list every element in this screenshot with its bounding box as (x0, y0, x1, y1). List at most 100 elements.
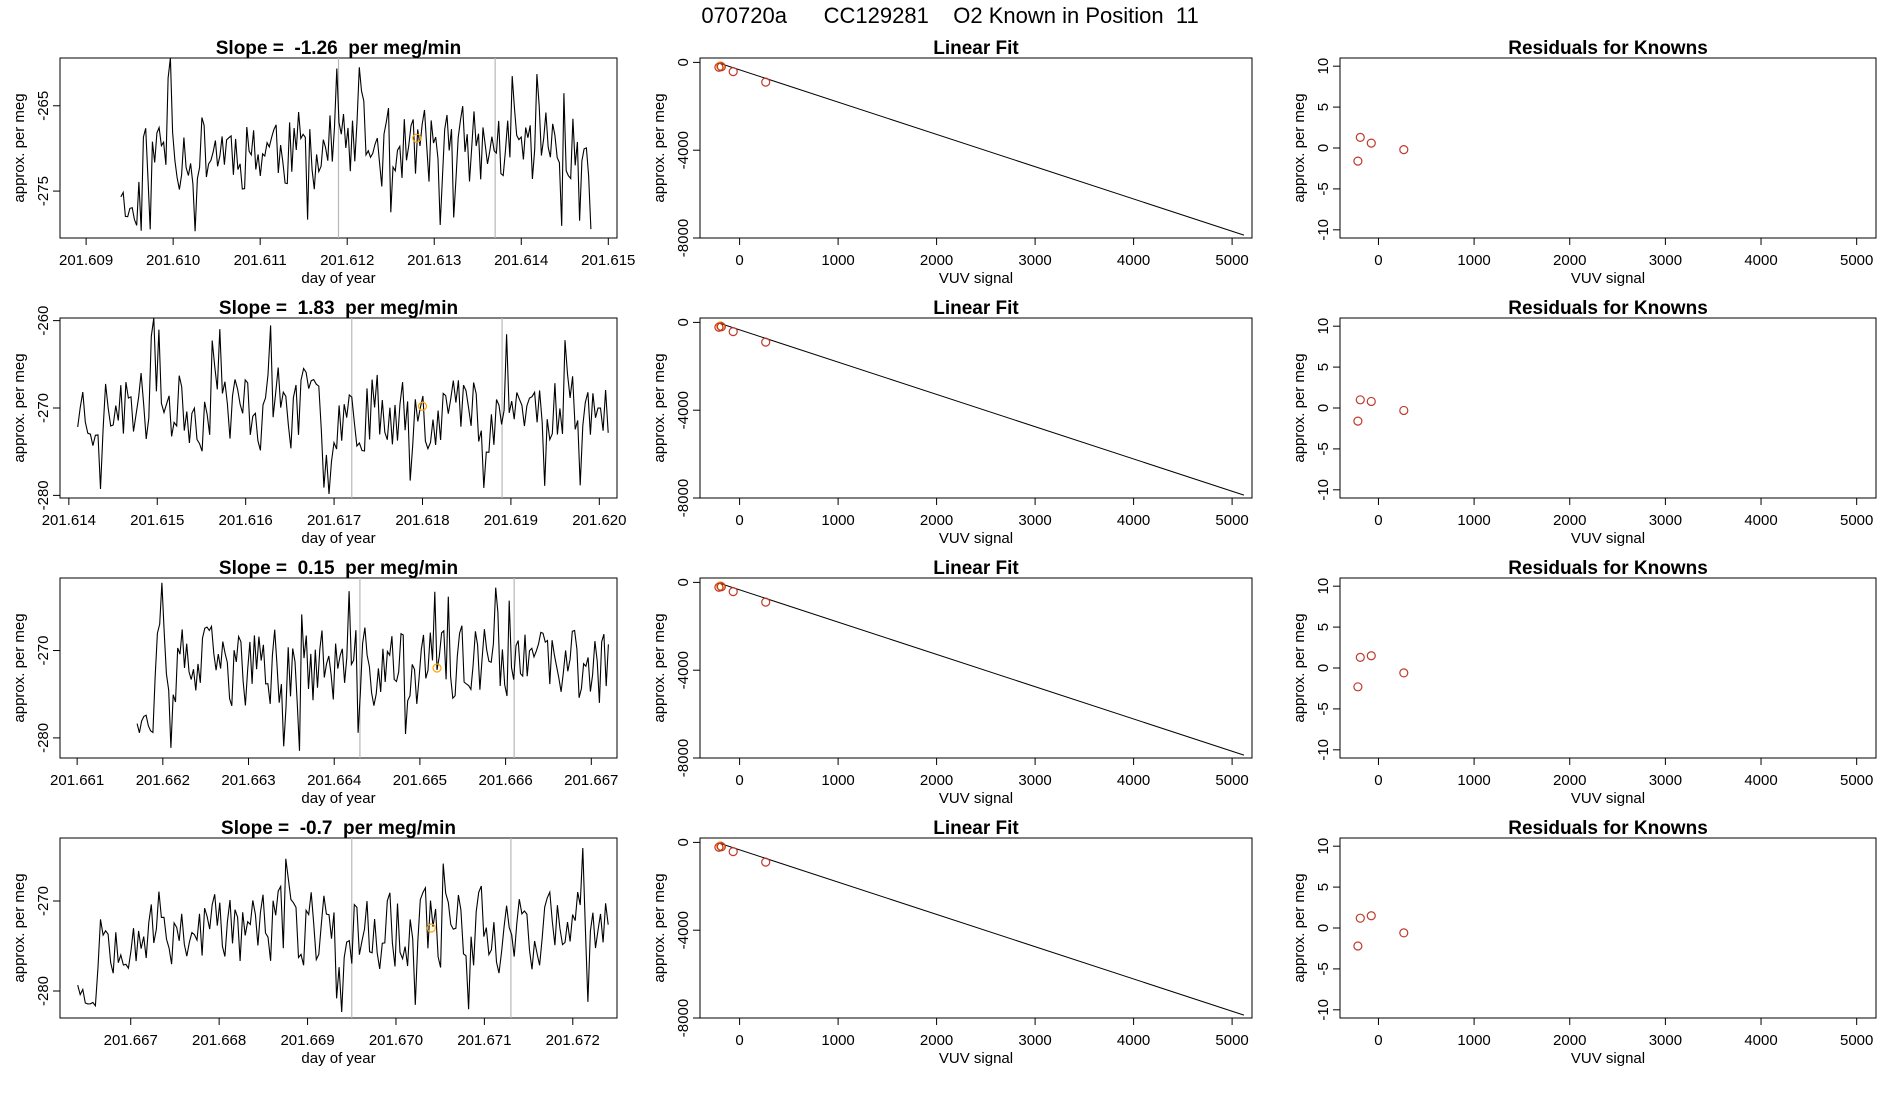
y-tick-label: -5 (1315, 962, 1332, 975)
x-tick-label: 201.615 (581, 252, 635, 269)
y-tick-label: -280 (35, 723, 52, 753)
x-tick-label: 201.665 (393, 772, 447, 789)
x-tick-label: 4000 (1744, 252, 1777, 269)
y-tick-label: -10 (1315, 739, 1332, 761)
chart-panel-linear-fit-4: Linear Fit 0 1000 2000 3000 4000 5000 0 -4000 -80… (651, 818, 1253, 1067)
x-axis-label: VUV signal (1571, 790, 1645, 807)
data-point (728, 847, 738, 857)
x-tick-label: 3000 (1018, 772, 1051, 789)
fit-line (719, 842, 1245, 1016)
x-tick-label: 2000 (920, 1032, 953, 1049)
data-point (728, 587, 738, 597)
x-tick-label: 201.666 (478, 772, 532, 789)
y-axis-label: approx. per meg (651, 93, 668, 202)
x-tick-label: 0 (1374, 1032, 1382, 1049)
y-tick-label: 0 (675, 318, 692, 326)
y-tick-label: -4000 (675, 131, 692, 169)
x-tick-label: 4000 (1117, 1032, 1150, 1049)
x-tick-label: 2000 (1553, 512, 1586, 529)
data-point (761, 337, 771, 347)
x-tick-label: 5000 (1840, 252, 1873, 269)
y-tick-label: 5 (1315, 883, 1332, 891)
residual-point (1399, 405, 1409, 416)
y-tick-label: 0 (1315, 924, 1332, 932)
panel-title: Linear Fit (933, 818, 1019, 839)
x-axis-label: VUV signal (1571, 270, 1645, 287)
series-line (77, 317, 609, 495)
x-tick-label: 5000 (1840, 1032, 1873, 1049)
y-tick-label: -260 (35, 306, 52, 336)
x-tick-label: 201.610 (146, 252, 200, 269)
highlight-point (417, 401, 428, 411)
residual-point (1355, 913, 1365, 923)
plot-frame (1339, 837, 1877, 1019)
y-axis-label: approx. per meg (651, 353, 668, 462)
y-tick-label: 10 (1315, 838, 1332, 855)
y-tick-label: -4000 (675, 911, 692, 949)
y-tick-label: -5 (1315, 702, 1332, 715)
y-tick-label: 0 (675, 58, 692, 66)
x-tick-label: 1000 (821, 252, 854, 269)
x-tick-label: 4000 (1744, 512, 1777, 529)
residual-point (1355, 652, 1365, 662)
x-tick-label: 4000 (1744, 1032, 1777, 1049)
y-tick-label: -4000 (675, 391, 692, 429)
y-tick-label: -275 (35, 176, 52, 206)
x-tick-label: 3000 (1649, 772, 1682, 789)
x-tick-label: 201.664 (307, 772, 361, 789)
x-tick-label: 201.613 (407, 252, 461, 269)
data-point (761, 77, 771, 87)
x-tick-label: 4000 (1117, 252, 1150, 269)
residual-point (1353, 682, 1363, 692)
x-tick-label: 5000 (1840, 512, 1873, 529)
x-axis-label: VUV signal (939, 270, 1013, 287)
x-tick-label: 201.614 (42, 512, 96, 529)
y-axis-label: approx. per meg (11, 873, 28, 982)
x-tick-label: 201.661 (50, 772, 104, 789)
y-tick-label: 10 (1315, 58, 1332, 75)
y-tick-label: -8000 (675, 999, 692, 1037)
x-tick-label: 201.612 (320, 252, 374, 269)
page-title: 070720a CC129281 O2 Known in Position 11 (701, 3, 1199, 28)
plot-frame (1339, 317, 1877, 499)
fit-line (719, 582, 1245, 756)
chart-panel-time-series-4: Slope = -0.7 per meg/min 201.667 201.668 20… (11, 818, 618, 1067)
residual-point (1353, 941, 1363, 951)
panel-title: Residuals for Knowns (1508, 298, 1708, 319)
residual-point (1366, 911, 1376, 921)
x-tick-label: 2000 (920, 772, 953, 789)
x-tick-label: 201.619 (484, 512, 538, 529)
panel-title: Linear Fit (933, 298, 1019, 319)
data-point (716, 322, 726, 332)
y-tick-label: 10 (1315, 578, 1332, 595)
residual-point (1355, 395, 1365, 405)
x-tick-label: 1000 (821, 772, 854, 789)
x-tick-label: 1000 (1457, 772, 1490, 789)
x-tick-label: 201.611 (234, 252, 287, 269)
chart-panel-linear-fit-2: Linear Fit 0 1000 2000 3000 4000 5000 0 -4000 -80… (651, 298, 1253, 547)
x-tick-label: 201.662 (136, 772, 190, 789)
x-axis-label: day of year (301, 790, 375, 807)
x-axis-label: VUV signal (1571, 530, 1645, 547)
x-tick-label: 5000 (1215, 772, 1248, 789)
residual-point (1399, 928, 1409, 938)
panel-title: Linear Fit (933, 558, 1019, 579)
x-tick-label: 201.669 (280, 1032, 334, 1049)
x-tick-label: 5000 (1215, 252, 1248, 269)
data-point (716, 582, 726, 592)
plot-frame (59, 577, 618, 759)
chart-panel-time-series-2: Slope = 1.83 per meg/min 201.614 201.615 20… (11, 298, 626, 547)
fit-line (719, 322, 1245, 496)
panel-title: Slope = -0.7 per meg/min (221, 818, 456, 839)
panel-title: Slope = 1.83 per meg/min (219, 298, 458, 319)
residual-point (1399, 668, 1409, 678)
x-tick-label: 2000 (1553, 772, 1586, 789)
series-line (77, 847, 609, 1013)
x-tick-label: 2000 (1553, 252, 1586, 269)
x-axis-label: VUV signal (939, 530, 1013, 547)
plot-frame (699, 57, 1253, 239)
y-tick-label: 0 (675, 838, 692, 846)
x-tick-label: 3000 (1018, 512, 1051, 529)
y-tick-label: -8000 (675, 219, 692, 257)
